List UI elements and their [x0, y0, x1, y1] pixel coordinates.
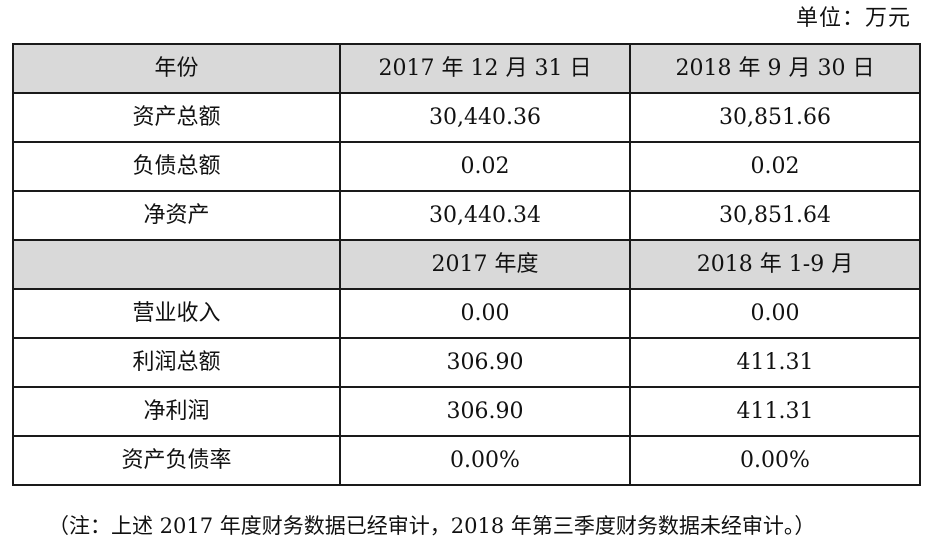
header-cell-empty: [12, 239, 341, 290]
cell-net-profit-2018: 411.31: [629, 386, 921, 437]
header-cell-2017-year: 2017 年度: [339, 239, 631, 290]
row-label-total-liabilities: 负债总额: [12, 141, 341, 192]
header-cell-2017-date: 2017 年 12 月 31 日: [339, 43, 631, 94]
row-label-operating-revenue: 营业收入: [12, 288, 341, 339]
header-row-balance: 年份 2017 年 12 月 31 日 2018 年 9 月 30 日: [12, 43, 921, 94]
header-cell-2018-period: 2018 年 1-9 月: [629, 239, 921, 290]
header-row-income: 2017 年度 2018 年 1-9 月: [12, 239, 921, 290]
table-row: 净利润 306.90 411.31: [12, 386, 921, 437]
cell-total-assets-2018: 30,851.66: [629, 92, 921, 143]
table-row: 净资产 30,440.34 30,851.64: [12, 190, 921, 241]
cell-total-profit-2017: 306.90: [339, 337, 631, 388]
financial-table: 年份 2017 年 12 月 31 日 2018 年 9 月 30 日 资产总额…: [12, 43, 921, 486]
unit-label: 单位：万元: [795, 6, 911, 31]
cell-net-assets-2018: 30,851.64: [629, 190, 921, 241]
cell-operating-revenue-2018: 0.00: [629, 288, 921, 339]
cell-operating-revenue-2017: 0.00: [339, 288, 631, 339]
table-row: 资产负债率 0.00% 0.00%: [12, 435, 921, 486]
cell-total-assets-2017: 30,440.36: [339, 92, 631, 143]
table-row: 资产总额 30,440.36 30,851.66: [12, 92, 921, 143]
row-label-total-assets: 资产总额: [12, 92, 341, 143]
header-cell-year: 年份: [12, 43, 341, 94]
cell-debt-ratio-2017: 0.00%: [339, 435, 631, 486]
row-label-net-profit: 净利润: [12, 386, 341, 437]
cell-total-liabilities-2017: 0.02: [339, 141, 631, 192]
table-row: 利润总额 306.90 411.31: [12, 337, 921, 388]
cell-net-profit-2017: 306.90: [339, 386, 631, 437]
cell-net-assets-2017: 30,440.34: [339, 190, 631, 241]
header-cell-2018-date: 2018 年 9 月 30 日: [629, 43, 921, 94]
footnote: （注：上述 2017 年度财务数据已经审计，2018 年第三季度财务数据未经审计…: [48, 514, 816, 538]
table-row: 营业收入 0.00 0.00: [12, 288, 921, 339]
row-label-debt-ratio: 资产负债率: [12, 435, 341, 486]
cell-total-liabilities-2018: 0.02: [629, 141, 921, 192]
table-row: 负债总额 0.02 0.02: [12, 141, 921, 192]
row-label-total-profit: 利润总额: [12, 337, 341, 388]
row-label-net-assets: 净资产: [12, 190, 341, 241]
cell-total-profit-2018: 411.31: [629, 337, 921, 388]
cell-debt-ratio-2018: 0.00%: [629, 435, 921, 486]
